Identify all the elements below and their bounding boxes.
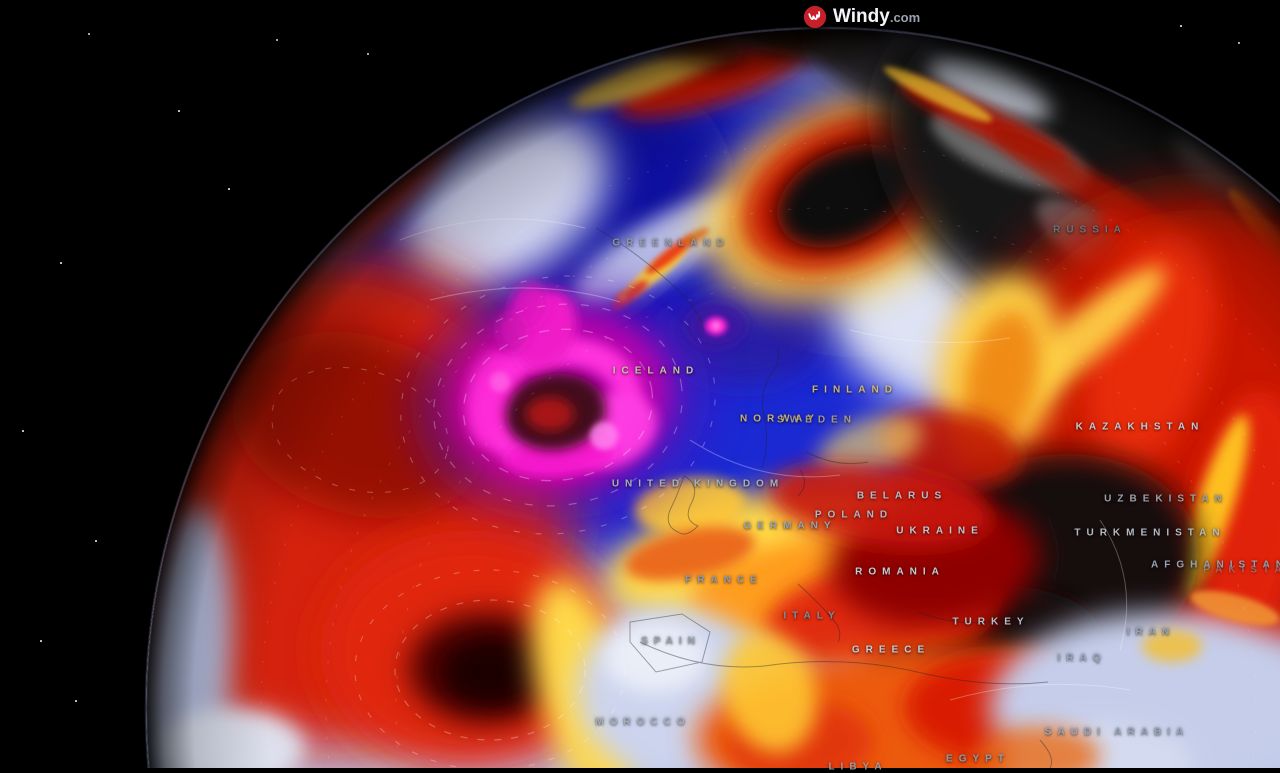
globe-surface	[146, 28, 1280, 768]
brand-name: Windy	[833, 6, 890, 27]
star	[88, 33, 90, 35]
star	[276, 39, 278, 41]
windy-swirl-icon	[804, 6, 826, 28]
star	[75, 700, 77, 702]
brand-tld: .com	[889, 10, 921, 25]
star	[1238, 42, 1240, 44]
star	[1180, 25, 1182, 27]
windy-wordmark: Windy .com	[833, 6, 920, 28]
star	[60, 262, 62, 264]
star	[95, 540, 97, 542]
star	[22, 430, 24, 432]
star	[367, 53, 369, 55]
star	[178, 110, 180, 112]
star	[40, 640, 42, 642]
star	[228, 188, 230, 190]
atmosphere-rim	[144, 26, 1280, 768]
windy-logo[interactable]: Windy .com	[804, 5, 920, 29]
